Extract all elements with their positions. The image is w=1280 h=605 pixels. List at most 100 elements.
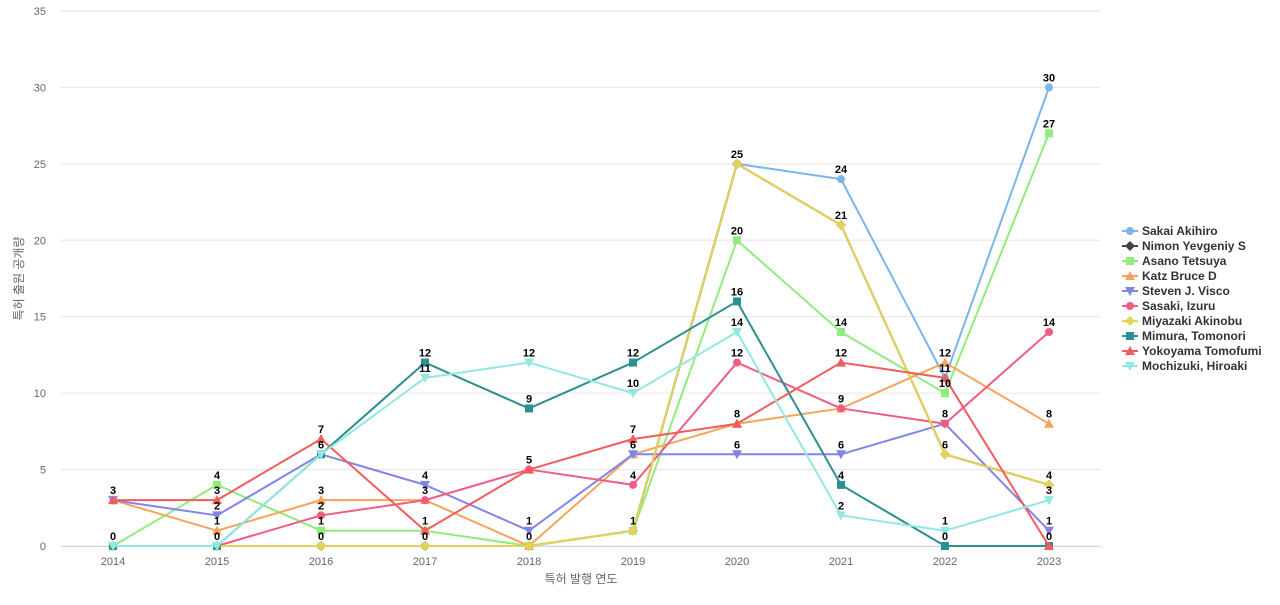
data-point[interactable] (733, 297, 741, 306)
data-point[interactable] (213, 480, 221, 489)
data-point[interactable] (941, 389, 949, 398)
y-tick-label: 5 (40, 465, 46, 477)
legend-item[interactable]: Sasaki, Izuru (1122, 299, 1215, 313)
data-point[interactable] (524, 541, 534, 551)
data-point[interactable] (212, 511, 222, 521)
series-lines (108, 83, 1054, 551)
data-point[interactable] (940, 372, 950, 382)
legend-item[interactable]: Mochizuki, Hiroaki (1122, 359, 1247, 373)
data-point[interactable] (732, 450, 742, 460)
data-point[interactable] (524, 526, 534, 536)
legend-marker[interactable] (1125, 362, 1135, 371)
legend-label: Steven J. Visco (1142, 284, 1230, 298)
legend-item[interactable]: Mimura, Tomonori (1122, 329, 1246, 343)
legend-marker[interactable] (1126, 257, 1134, 265)
data-point[interactable] (628, 450, 638, 460)
data-point[interactable] (317, 526, 325, 535)
data-point[interactable] (940, 357, 950, 367)
data-point[interactable] (421, 496, 429, 505)
data-point[interactable] (940, 526, 950, 536)
x-tick-label: 2019 (621, 556, 645, 568)
legend-marker[interactable] (1126, 302, 1134, 310)
series-line (112, 422, 1050, 532)
data-point[interactable] (317, 511, 325, 520)
data-point[interactable] (628, 389, 638, 399)
data-point[interactable] (732, 158, 742, 169)
data-point[interactable] (1045, 83, 1053, 92)
legend-marker[interactable] (1126, 227, 1134, 235)
data-label: 3 (318, 485, 324, 497)
data-label: 6 (942, 439, 948, 451)
data-point[interactable] (837, 328, 845, 336)
y-tick-label: 25 (34, 159, 46, 171)
data-point[interactable] (421, 358, 429, 367)
data-point[interactable] (628, 525, 638, 536)
data-point[interactable] (420, 373, 430, 383)
data-point[interactable] (628, 434, 638, 443)
legend-item[interactable]: Yokoyama Tomofumi (1122, 344, 1262, 358)
legend-label: Miyazaki Akinobu (1142, 314, 1242, 328)
data-point[interactable] (212, 525, 222, 535)
legend-item[interactable]: Sakai Akihiro (1122, 224, 1218, 238)
data-label: 7 (630, 424, 636, 436)
series-line (112, 361, 1050, 547)
data-point[interactable] (316, 495, 326, 505)
data-point[interactable] (316, 541, 326, 551)
data-point[interactable] (732, 418, 742, 428)
data-point[interactable] (212, 542, 222, 551)
data-point[interactable] (733, 358, 741, 367)
data-point[interactable] (420, 525, 430, 535)
data-point[interactable] (941, 419, 949, 428)
legend-item[interactable]: Steven J. Visco (1122, 284, 1230, 298)
legend-marker[interactable] (1125, 271, 1135, 280)
data-point[interactable] (1044, 526, 1054, 536)
series-line (113, 331, 1050, 547)
data-point[interactable] (836, 450, 846, 460)
data-point[interactable] (629, 358, 637, 367)
data-point[interactable] (837, 480, 845, 489)
data-point[interactable] (524, 358, 534, 368)
data-point[interactable] (525, 404, 533, 413)
data-point[interactable] (108, 495, 118, 505)
data-point[interactable] (836, 357, 846, 367)
data-label: 1 (214, 516, 220, 528)
data-point[interactable] (940, 449, 950, 460)
data-point[interactable] (837, 404, 845, 413)
legend-item[interactable]: Asano Tetsuya (1122, 254, 1227, 268)
data-point[interactable] (837, 175, 845, 184)
data-point[interactable] (1045, 129, 1053, 138)
data-point[interactable] (941, 542, 949, 550)
data-label: 24 (835, 164, 848, 176)
data-point[interactable] (1044, 541, 1054, 550)
data-point[interactable] (420, 541, 430, 551)
data-point[interactable] (733, 236, 741, 245)
data-point[interactable] (212, 495, 222, 505)
data-point[interactable] (836, 511, 846, 521)
legend-marker[interactable] (1125, 346, 1135, 355)
data-point[interactable] (629, 480, 637, 489)
data-point[interactable] (108, 542, 118, 551)
legend-marker[interactable] (1126, 332, 1134, 340)
data-point[interactable] (316, 434, 326, 443)
legend-item[interactable]: Miyazaki Akinobu (1122, 314, 1242, 328)
data-point[interactable] (316, 450, 326, 460)
data-point[interactable] (1044, 479, 1054, 490)
y-tick-label: 30 (34, 82, 46, 94)
legend-marker[interactable] (1125, 287, 1135, 296)
data-point[interactable] (732, 328, 742, 337)
data-label: 10 (939, 378, 951, 390)
data-point[interactable] (836, 220, 846, 230)
data-point[interactable] (1045, 328, 1053, 336)
legend-item[interactable]: Nimon Yevgeniy S (1122, 239, 1246, 253)
legend-marker[interactable] (1125, 316, 1135, 326)
data-label: 1 (526, 516, 532, 528)
data-point[interactable] (524, 464, 534, 474)
x-tick-label: 2014 (101, 556, 125, 568)
data-point[interactable] (1044, 496, 1054, 506)
data-point[interactable] (1044, 418, 1054, 428)
legend-marker[interactable] (1125, 241, 1135, 251)
legend-item[interactable]: Katz Bruce D (1122, 269, 1217, 283)
data-point[interactable] (420, 480, 430, 490)
y-axis-title: 특허 출원 공개량 (12, 237, 26, 321)
